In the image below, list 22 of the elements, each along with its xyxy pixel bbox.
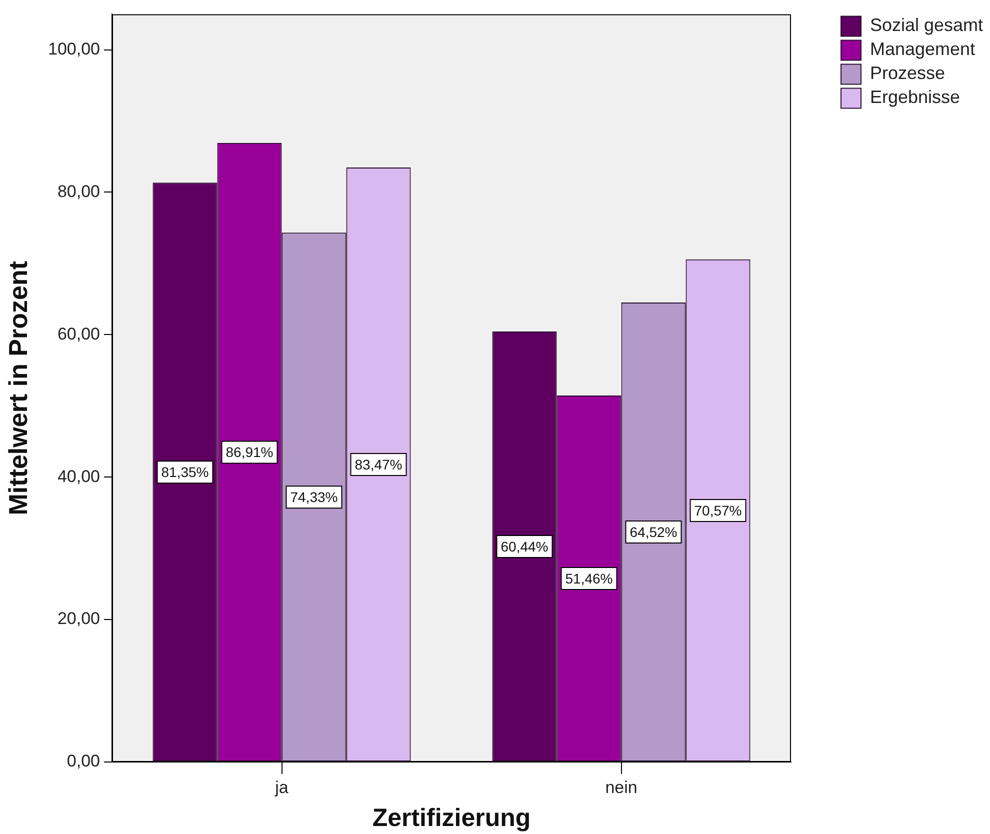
data-label: 60,44% (500, 538, 548, 554)
data-label: 51,46% (565, 570, 613, 586)
legend-label: Management (870, 39, 976, 60)
y-tick-label: 100,00 (48, 39, 100, 58)
x-axis-title: Zertifizierung (372, 804, 531, 832)
legend-label: Sozial gesamt (870, 15, 984, 36)
data-label: 81,35% (161, 464, 209, 480)
y-tick-label: 40,00 (57, 466, 100, 486)
y-tick-label: 0,00 (66, 752, 100, 771)
data-label: 64,52% (630, 524, 678, 540)
data-label: 74,33% (290, 488, 338, 505)
data-label: 83,47% (354, 456, 402, 472)
x-tick-label: nein (605, 778, 638, 797)
y-tick-label: 20,00 (57, 609, 100, 628)
legend-label: Prozesse (870, 63, 946, 84)
y-tick-label: 60,00 (57, 324, 100, 344)
x-tick-label: ja (274, 778, 289, 797)
y-tick-label: 80,00 (57, 182, 100, 201)
data-label: 86,91% (226, 444, 274, 460)
data-label: 70,57% (694, 502, 742, 518)
legend-label: Ergebnisse (870, 87, 960, 108)
y-axis-title: Mittelwert in Prozent (2, 260, 33, 516)
